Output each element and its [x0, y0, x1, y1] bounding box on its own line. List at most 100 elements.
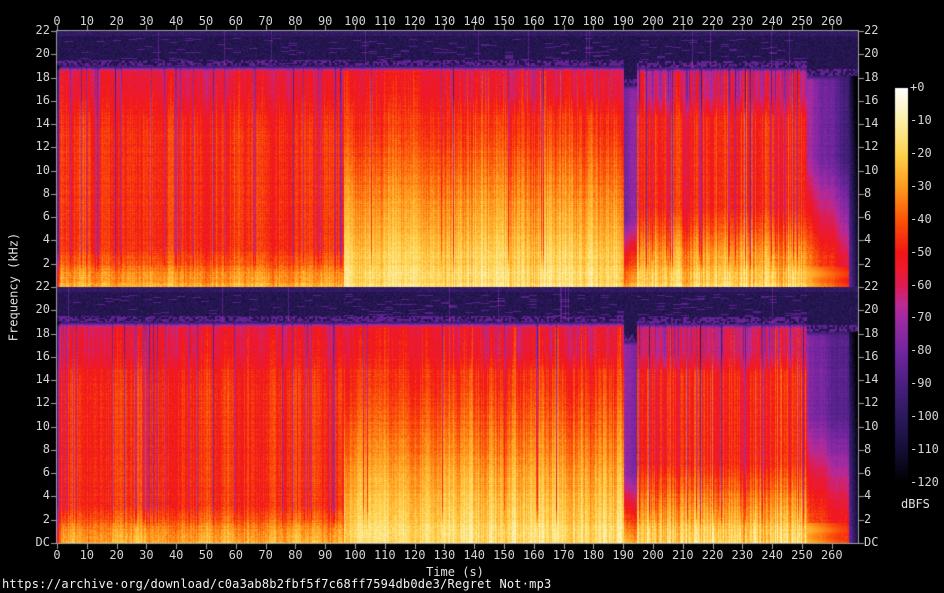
- time-tick-label: 250: [791, 14, 813, 28]
- freq-tick-label: 4: [42, 232, 50, 246]
- freq-tick-label: 22: [35, 23, 50, 37]
- time-tick-label: 50: [198, 14, 214, 28]
- time-tick-label: 220: [701, 14, 724, 28]
- colorbar-tick-label: -90: [910, 376, 932, 391]
- freq-tick-label: 22: [35, 279, 50, 293]
- colorbar-tick-label: -20: [910, 145, 932, 160]
- time-tick-label: 170: [552, 548, 575, 562]
- time-tick-label: 260: [820, 14, 843, 28]
- source-url-caption: https://archive·org/download/c0a3ab8b2fb…: [2, 577, 552, 591]
- freq-tick-label: 12: [35, 139, 50, 153]
- time-tick-label: 130: [433, 548, 456, 562]
- freq-tick-label: 2: [864, 512, 872, 526]
- time-tick-label: 80: [288, 14, 303, 28]
- time-tick-label: 80: [288, 548, 303, 562]
- freq-tick-label: 6: [42, 465, 50, 479]
- freq-tick-label: 16: [35, 93, 50, 107]
- time-tick-label: 260: [820, 548, 843, 562]
- freq-tick-label: 20: [35, 46, 50, 60]
- colorbar-tick-label: -110: [910, 442, 939, 457]
- time-tick-label: 20: [109, 548, 124, 562]
- time-tick-label: 150: [493, 14, 515, 28]
- time-tick-label: 90: [317, 14, 333, 28]
- freq-tick-label: 6: [864, 209, 872, 223]
- freq-tick-label: 12: [864, 395, 879, 409]
- time-tick-label: 210: [671, 548, 694, 562]
- freq-tick-label: 20: [864, 46, 879, 60]
- time-tick-label: 40: [168, 14, 184, 28]
- time-tick-label: 110: [373, 14, 396, 28]
- freq-tick-label: 16: [864, 93, 879, 107]
- time-tick-label: 140: [463, 548, 486, 562]
- time-tick-label: 130: [433, 14, 456, 28]
- colorbar-tick-label: -80: [910, 343, 932, 358]
- time-tick-label: 250: [791, 548, 813, 562]
- freq-tick-label: 8: [42, 442, 50, 456]
- time-tick-label: 120: [403, 548, 426, 562]
- freq-tick-label: 20: [864, 302, 879, 316]
- freq-tick-label: 22: [864, 279, 879, 293]
- freq-tick-label: 18: [35, 326, 50, 340]
- time-tick-label: 220: [701, 548, 724, 562]
- freq-tick-label: 10: [35, 419, 50, 433]
- colorbar-tick-label: -40: [910, 211, 932, 226]
- colorbar-tick-label: -70: [910, 310, 932, 325]
- time-tick-label: 70: [258, 548, 273, 562]
- time-tick-label: 120: [403, 14, 426, 28]
- time-tick-label: 190: [612, 14, 635, 28]
- time-tick-label: 60: [228, 14, 244, 28]
- time-tick-label: 200: [642, 14, 664, 28]
- time-tick-label: 180: [582, 14, 605, 28]
- colorbar-tick-label: -60: [910, 277, 932, 292]
- freq-tick-label: 16: [35, 349, 50, 363]
- freq-tick-label: 10: [864, 163, 879, 177]
- time-tick-label: 240: [761, 14, 784, 28]
- freq-tick-label: DC: [864, 535, 879, 549]
- time-tick-label: 110: [373, 548, 396, 562]
- y-axis-title: Frequency (kHz): [6, 232, 21, 342]
- freq-tick-label: 10: [35, 163, 50, 177]
- time-tick-label: 200: [642, 548, 664, 562]
- time-tick-label: 30: [139, 14, 154, 28]
- freq-tick-label: 8: [42, 186, 50, 200]
- freq-tick-label: 4: [864, 488, 872, 502]
- colorbar-unit-label: dBFS: [901, 497, 930, 511]
- freq-tick-label: 14: [35, 116, 50, 130]
- freq-tick-label: 12: [35, 395, 50, 409]
- time-tick-label: 100: [344, 14, 366, 28]
- time-tick-label: 190: [612, 548, 635, 562]
- colorbar-tick-label: -30: [910, 178, 932, 193]
- time-tick-label: 170: [552, 14, 575, 28]
- time-tick-label: 160: [522, 548, 545, 562]
- colorbar-tick-label: -50: [910, 244, 932, 259]
- freq-tick-label: 2: [42, 512, 50, 526]
- time-tick-label: 140: [463, 14, 486, 28]
- time-tick-label: 210: [671, 14, 694, 28]
- time-tick-label: 180: [582, 548, 605, 562]
- freq-tick-label: 18: [35, 70, 50, 84]
- freq-tick-label: 6: [42, 209, 50, 223]
- freq-tick-label: 18: [864, 70, 879, 84]
- colorbar-tick-label: +0: [910, 80, 925, 94]
- freq-tick-label: 10: [864, 419, 879, 433]
- freq-tick-label: 14: [35, 372, 50, 386]
- freq-tick-label: 4: [864, 232, 872, 246]
- freq-tick-label: DC: [35, 535, 50, 549]
- x-axis-title: Time (s): [426, 565, 484, 579]
- time-tick-label: 240: [761, 548, 784, 562]
- freq-tick-label: 14: [864, 116, 879, 130]
- freq-tick-label: 12: [864, 139, 879, 153]
- time-tick-label: 40: [168, 548, 184, 562]
- freq-tick-label: 14: [864, 372, 879, 386]
- time-tick-label: 100: [344, 548, 366, 562]
- time-tick-label: 0: [53, 548, 61, 562]
- time-tick-label: 60: [228, 548, 244, 562]
- colorbar-tick-label: -10: [910, 112, 932, 127]
- time-tick-label: 150: [493, 548, 515, 562]
- freq-tick-label: 8: [864, 442, 872, 456]
- time-tick-label: 70: [258, 14, 273, 28]
- freq-tick-label: 18: [864, 326, 879, 340]
- freq-tick-label: 20: [35, 302, 50, 316]
